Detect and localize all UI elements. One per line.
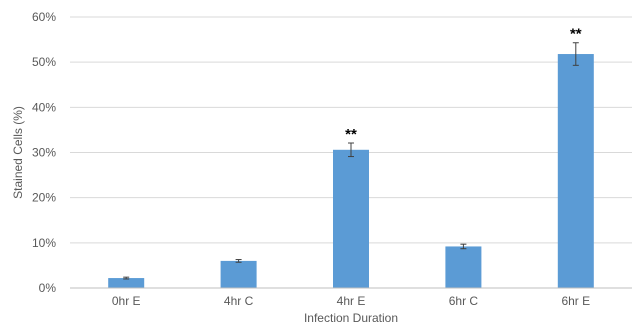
bar (333, 150, 369, 288)
bar (558, 54, 594, 288)
x-tick-label: 6hr C (449, 294, 479, 308)
x-tick-labels: 0hr E 4hr C 4hr E 6hr C 6hr E (112, 294, 590, 308)
y-tick-label: 20% (32, 191, 56, 205)
x-tick-label: 0hr E (112, 294, 141, 308)
y-tick-labels: 0% 10% 20% 30% 40% 50% 60% (32, 10, 56, 295)
x-tick-label: 4hr C (224, 294, 254, 308)
significance-annotations: ** ** (345, 26, 582, 143)
x-tick-label: 6hr E (561, 294, 590, 308)
y-tick-label: 50% (32, 55, 56, 69)
y-axis-title: Stained Cells (%) (11, 106, 25, 199)
bar (445, 246, 481, 288)
y-tick-label: 10% (32, 236, 56, 250)
bars (108, 54, 594, 288)
x-axis-title: Infection Duration (304, 311, 398, 325)
significance-annotation: ** (570, 26, 582, 43)
y-tick-label: 30% (32, 146, 56, 160)
bar (221, 261, 257, 288)
x-tick-label: 4hr E (337, 294, 366, 308)
y-tick-label: 0% (39, 281, 57, 295)
significance-annotation: ** (345, 126, 357, 143)
bar (108, 278, 144, 288)
y-tick-label: 40% (32, 100, 56, 114)
y-tick-label: 60% (32, 10, 56, 24)
